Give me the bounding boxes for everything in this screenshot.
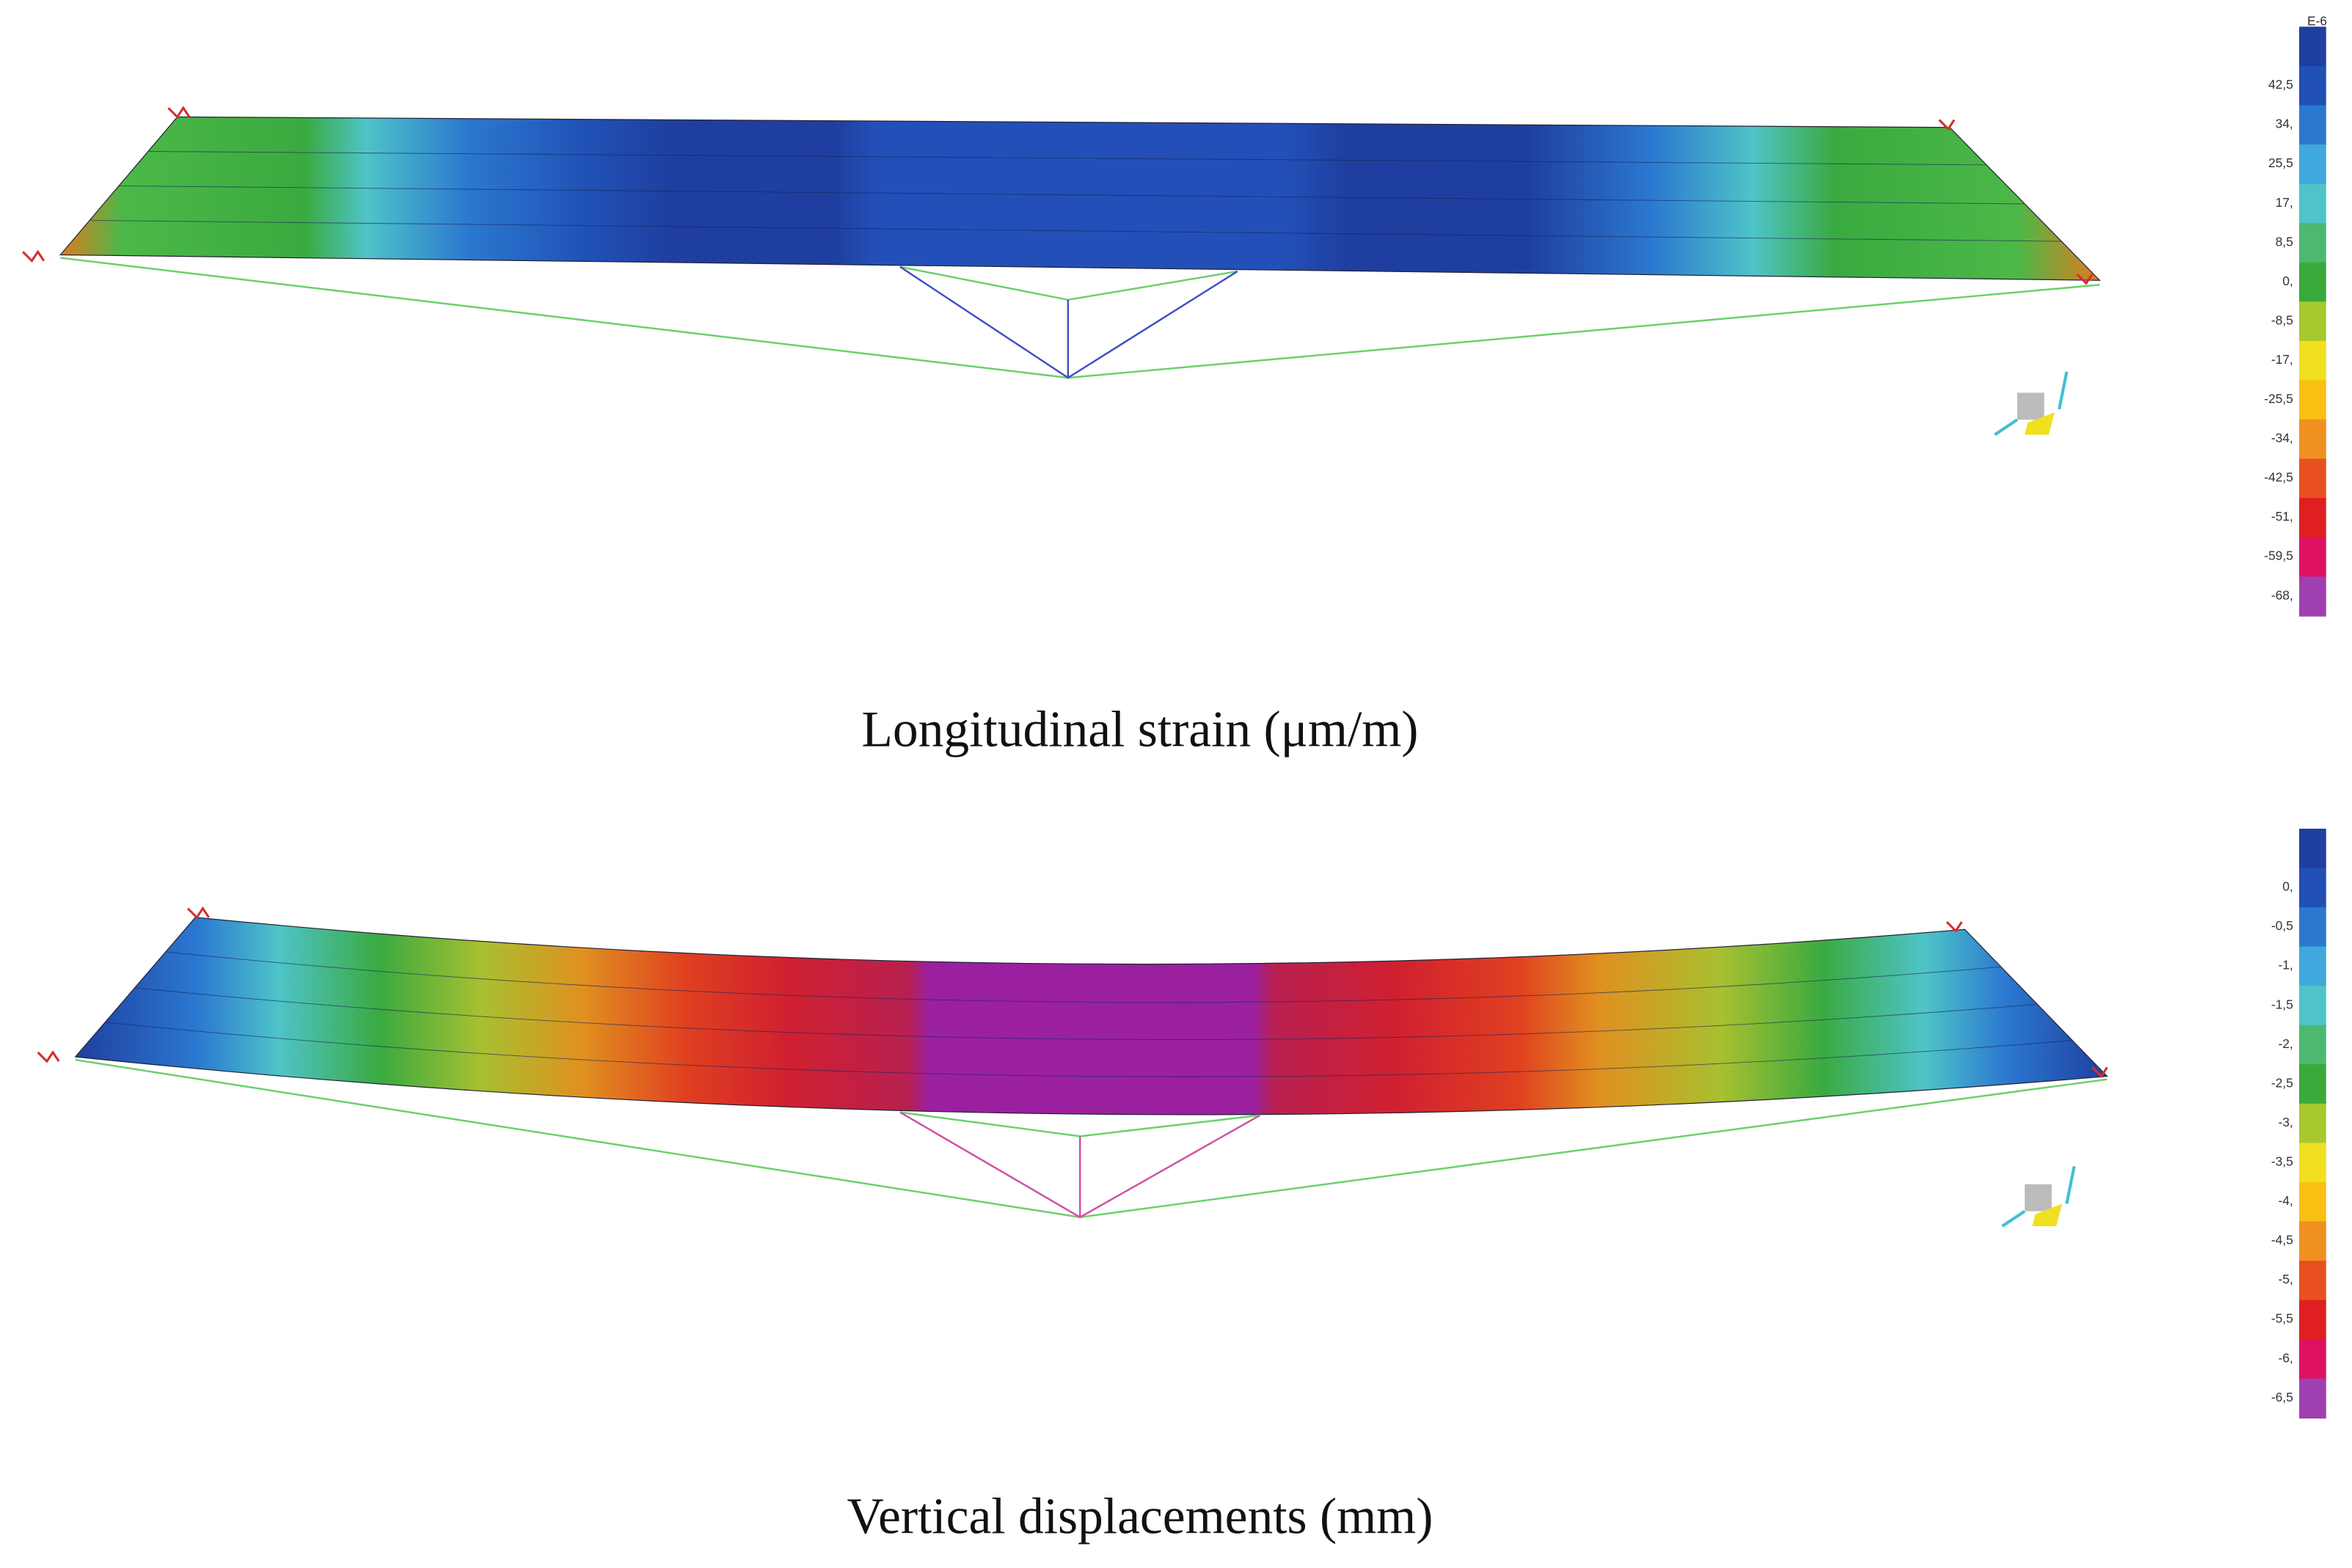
legend-swatch xyxy=(2298,828,2326,869)
legend-swatch xyxy=(2298,223,2326,263)
legend-label: -1,5 xyxy=(2271,997,2293,1011)
legend-label: -1, xyxy=(2278,958,2293,972)
legend-label: -4, xyxy=(2278,1193,2293,1208)
mesh xyxy=(105,951,2073,1077)
legend-swatch xyxy=(2298,1064,2326,1104)
legend-label: -68, xyxy=(2271,587,2293,602)
legend-label: -3,5 xyxy=(2271,1154,2293,1168)
legend-swatch xyxy=(2298,340,2326,381)
strain-beam xyxy=(59,116,2101,281)
legend-label: 8,5 xyxy=(2276,234,2293,249)
legend-label: -2,5 xyxy=(2271,1075,2293,1090)
legend-swatch xyxy=(2298,537,2326,578)
legend-label: -8,5 xyxy=(2271,312,2293,327)
legend-swatch xyxy=(2298,65,2326,106)
legend-swatch xyxy=(2298,986,2326,1026)
legend-swatch xyxy=(2298,105,2326,146)
legend-swatch xyxy=(2298,1143,2326,1183)
legend-swatch xyxy=(2298,498,2326,538)
struts xyxy=(899,265,1238,379)
legend-label: 34, xyxy=(2276,117,2293,131)
legend-label: -51, xyxy=(2271,509,2293,524)
legend-swatch xyxy=(2298,1182,2326,1223)
legend-label: 0, xyxy=(2282,274,2293,288)
legend-label: -0,5 xyxy=(2271,918,2293,933)
legend-swatch xyxy=(2298,301,2326,342)
legend-label: -34, xyxy=(2271,431,2293,445)
legend-label: 25,5 xyxy=(2268,155,2293,170)
caption: Longitudinal strain (μm/m) xyxy=(861,702,1418,758)
legend-label: 17, xyxy=(2276,195,2293,210)
legend-swatch xyxy=(2298,1260,2326,1301)
legend-swatch xyxy=(2298,1025,2326,1066)
legend-label: -25,5 xyxy=(2264,392,2293,406)
legend-label: 42,5 xyxy=(2268,77,2293,92)
axis-icon xyxy=(1993,371,2076,1228)
legend-swatch xyxy=(2298,419,2326,460)
legend-swatch xyxy=(2298,144,2326,185)
legend-label: -4,5 xyxy=(2271,1233,2293,1248)
legend-swatch xyxy=(2298,1339,2326,1380)
supports xyxy=(22,106,2108,1078)
legend-swatch xyxy=(2298,1300,2326,1341)
legend-label: -17, xyxy=(2271,352,2293,367)
legend-unit: E-6 xyxy=(2307,14,2327,29)
legend-label: -59,5 xyxy=(2264,549,2293,563)
legend-label: -3, xyxy=(2278,1115,2293,1129)
legend-swatch xyxy=(2298,1103,2326,1144)
legend-label: -6, xyxy=(2278,1350,2293,1365)
legend-swatch xyxy=(2298,458,2326,499)
legend-label: -5,5 xyxy=(2271,1311,2293,1326)
legend-label: 0, xyxy=(2282,879,2293,894)
legend-swatch xyxy=(2298,1221,2326,1262)
legend-swatch xyxy=(2298,868,2326,909)
mesh xyxy=(90,150,2062,242)
displacement-beam xyxy=(74,917,2108,1115)
legend-swatch xyxy=(2298,183,2326,224)
legend-swatch xyxy=(2298,576,2326,617)
legend-swatch xyxy=(2298,1378,2326,1419)
legend-swatch xyxy=(2298,946,2326,987)
legend-swatch xyxy=(2298,262,2326,303)
legend-swatch xyxy=(2298,907,2326,948)
struts xyxy=(899,1111,1261,1219)
legend-label: -2, xyxy=(2278,1036,2293,1051)
legend-swatch xyxy=(2298,26,2326,67)
legend-swatch xyxy=(2298,380,2326,420)
caption: Vertical displacements (mm) xyxy=(847,1489,1434,1545)
legend-label: -6,5 xyxy=(2271,1390,2293,1404)
legend-label: -5, xyxy=(2278,1272,2293,1286)
legend-label: -42,5 xyxy=(2264,470,2293,485)
